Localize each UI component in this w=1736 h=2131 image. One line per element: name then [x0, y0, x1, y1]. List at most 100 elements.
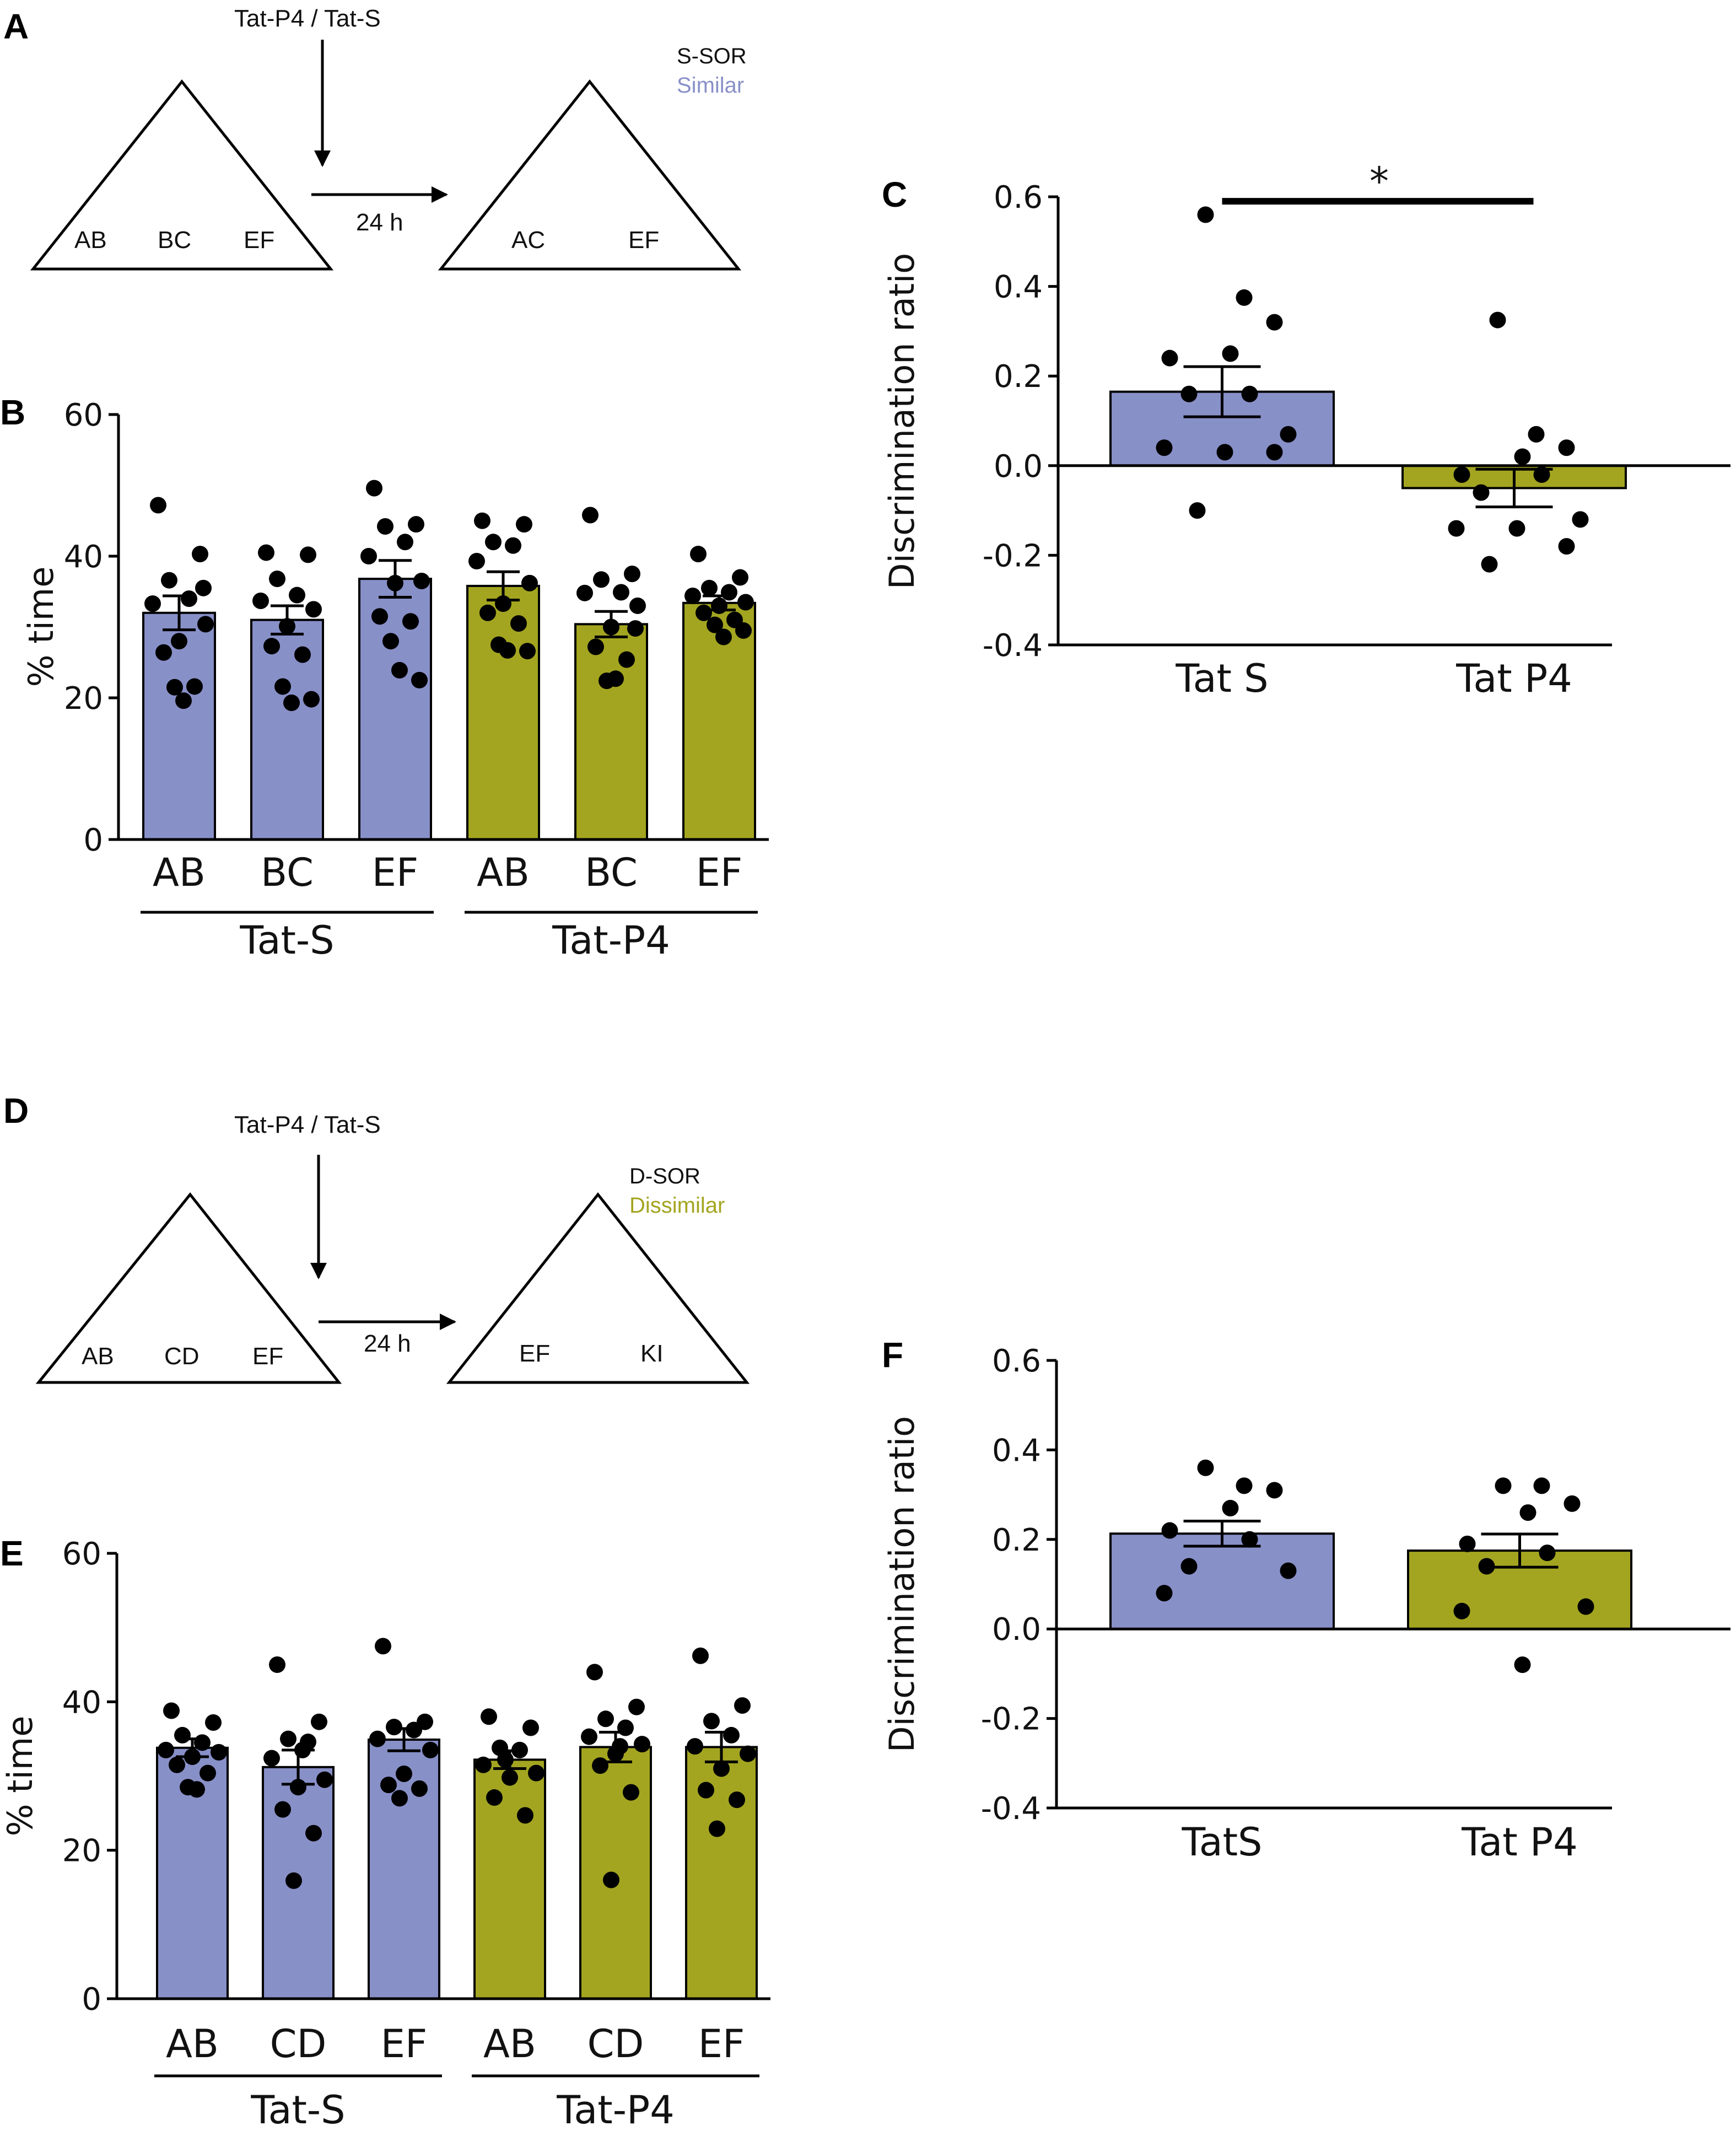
data-point-b-1-9 — [186, 678, 203, 695]
category-label-e-6: EF — [698, 2021, 745, 2067]
data-point-e-1-9 — [200, 1764, 216, 1782]
data-point-e-1-2 — [205, 1714, 222, 1731]
panel-d-task-label: D-SOR — [629, 1164, 700, 1188]
data-point-c-1-3 — [1266, 314, 1283, 331]
y-tick-label-f-6: 0.6 — [992, 1343, 1041, 1379]
data-point-b-5-6 — [629, 597, 646, 614]
category-label-e-5: CD — [587, 2021, 644, 2067]
data-point-c-2-7 — [1473, 484, 1490, 501]
data-point-e-5-9 — [623, 1784, 639, 1801]
y-axis-label-e: % time — [0, 1716, 40, 1837]
data-point-f-2-5 — [1459, 1535, 1476, 1552]
data-point-c-1-1 — [1197, 206, 1214, 223]
data-point-b-6-7 — [711, 597, 727, 614]
data-point-f-1-2 — [1236, 1477, 1253, 1494]
data-point-b-6-4 — [721, 584, 737, 601]
y-tick-label-c-3: 0.0 — [994, 449, 1043, 485]
data-point-b-2-1 — [258, 544, 274, 561]
data-point-b-5-7 — [603, 618, 619, 636]
panel-a-diagram: A Tat-P4 / Tat-S AB BC EF 24 h AC EF S-S… — [3, 5, 747, 271]
panel-letter-e: E — [0, 1533, 24, 1573]
data-point-e-4-2 — [522, 1719, 539, 1736]
panel-a-task-type: Similar — [677, 73, 744, 98]
data-point-b-4-7 — [495, 595, 511, 612]
data-point-b-3-1 — [366, 480, 382, 497]
group-label-b-1: Tat-S — [239, 918, 334, 963]
data-point-e-6-5 — [687, 1738, 703, 1755]
data-point-f-2-2 — [1533, 1477, 1550, 1494]
bar-f-1 — [1109, 1532, 1335, 1630]
data-point-f-2-6 — [1539, 1545, 1556, 1562]
data-point-b-6-2 — [732, 569, 748, 586]
bar-b-4 — [466, 584, 540, 841]
data-point-f-1-9 — [1156, 1585, 1173, 1602]
data-point-b-2-6 — [305, 601, 322, 618]
panel-d-test-arena — [446, 1192, 750, 1384]
panel-d-train-object-1: AB — [82, 1343, 114, 1370]
data-point-b-1-5 — [144, 595, 161, 612]
data-point-b-3-11 — [391, 661, 408, 679]
data-point-c-1-2 — [1236, 289, 1253, 306]
data-point-b-2-9 — [294, 646, 311, 663]
data-point-b-5-9 — [618, 651, 635, 668]
data-point-e-6-2 — [734, 1697, 751, 1714]
data-point-b-2-8 — [263, 638, 280, 655]
data-point-e-3-4 — [406, 1721, 422, 1739]
category-label-e-3: EF — [381, 2021, 428, 2067]
data-point-b-6-8 — [696, 604, 712, 621]
data-point-b-5-1 — [582, 507, 599, 524]
data-point-c-2-10 — [1508, 520, 1525, 537]
data-point-b-1-8 — [155, 644, 172, 661]
group-label-e-2: Tat-P4 — [556, 2087, 675, 2131]
data-point-e-6-4 — [723, 1726, 740, 1743]
data-point-f-2-10 — [1514, 1656, 1531, 1673]
data-point-c-1-8 — [1280, 426, 1297, 443]
data-point-b-1-7 — [171, 633, 187, 650]
data-point-c-2-6 — [1533, 466, 1550, 483]
data-point-e-6-3 — [703, 1713, 720, 1730]
category-label-e-1: AB — [166, 2021, 219, 2067]
data-point-b-2-11 — [283, 694, 300, 711]
data-point-f-1-8 — [1280, 1562, 1297, 1579]
data-point-e-6-9 — [729, 1791, 745, 1809]
data-point-f-1-7 — [1180, 1558, 1198, 1575]
y-tick-label-f-5: 0.4 — [992, 1433, 1041, 1468]
data-point-e-2-8 — [274, 1801, 291, 1818]
data-point-e-4-10 — [497, 1751, 514, 1768]
panel-d-train-object-3: EF — [252, 1343, 283, 1370]
panel-d-training-arena — [35, 1192, 342, 1384]
category-label-c-2: Tat P4 — [1455, 656, 1572, 701]
panel-letter-a: A — [3, 7, 29, 46]
panel-d-injection-label: Tat-P4 / Tat-S — [234, 1111, 381, 1138]
data-point-b-3-2 — [408, 516, 424, 533]
data-point-b-4-9 — [510, 615, 527, 632]
data-point-e-5-2 — [628, 1698, 645, 1715]
bar-e-6 — [685, 1746, 758, 2000]
data-point-f-1-1 — [1197, 1459, 1214, 1476]
y-tick-label-c-2: -0.2 — [983, 538, 1043, 574]
category-label-e-4: AB — [483, 2021, 536, 2067]
chart-e: E AB CD EF AB CD EF 0 20 40 60 % time Tat-S Tat-P4 — [0, 1533, 770, 2131]
y-tick-label-e-4: 60 — [62, 1536, 101, 1572]
data-point-c-1-12 — [1189, 502, 1206, 519]
data-point-b-1-10 — [166, 679, 183, 696]
data-point-c-2-4 — [1514, 448, 1531, 465]
data-point-f-1-4 — [1222, 1499, 1239, 1516]
data-point-e-2-1 — [269, 1656, 285, 1673]
category-label-b-5: BC — [585, 850, 638, 895]
data-point-b-4-11 — [499, 642, 516, 659]
category-label-b-6: EF — [696, 850, 743, 895]
data-point-e-2-10 — [285, 1872, 302, 1889]
data-point-b-5-2 — [624, 566, 640, 583]
y-tick-label-f-1: -0.4 — [981, 1791, 1041, 1827]
data-point-e-1-7 — [184, 1748, 201, 1765]
data-point-b-5-8 — [587, 638, 604, 655]
data-point-c-2-9 — [1448, 520, 1465, 537]
data-point-f-1-6 — [1241, 1531, 1258, 1548]
significance-marker-c: * — [1370, 159, 1389, 204]
data-point-c-1-9 — [1156, 439, 1173, 456]
data-point-e-6-7 — [713, 1760, 730, 1777]
data-point-c-2-3 — [1558, 439, 1575, 456]
data-point-b-4-4 — [505, 537, 521, 554]
